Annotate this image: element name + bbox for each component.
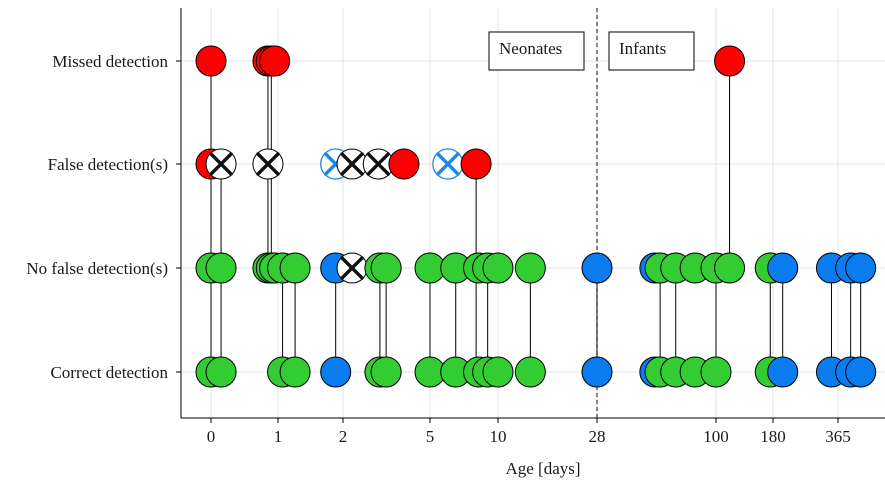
x-tick-label: 1 (274, 427, 283, 446)
point-circle (320, 356, 352, 388)
label-layer: Neonates Infants (488, 31, 695, 71)
data-point (362, 148, 394, 180)
data-point (460, 148, 492, 180)
x-tick-label: 10 (490, 427, 507, 446)
data-point (767, 356, 799, 388)
data-point (388, 148, 420, 180)
point-circle (195, 45, 227, 77)
data-point (514, 356, 546, 388)
data-point (252, 148, 284, 180)
point-circle (767, 252, 799, 284)
data-point (845, 356, 877, 388)
data-point (432, 148, 464, 180)
data-point (700, 356, 732, 388)
x-tick-label: 180 (760, 427, 786, 446)
x-tick-label: 100 (703, 427, 729, 446)
data-point (336, 252, 368, 284)
data-point (205, 356, 237, 388)
point-circle (370, 356, 402, 388)
point-circle (714, 45, 746, 77)
point-circle (370, 252, 402, 284)
data-point (259, 45, 291, 77)
point-circle (460, 148, 492, 180)
connection-layer (210, 61, 862, 372)
point-circle (845, 252, 877, 284)
point-circle (714, 252, 746, 284)
point-circle (205, 252, 237, 284)
data-point (370, 252, 402, 284)
annotation-box (608, 31, 695, 71)
data-point (279, 252, 311, 284)
point-circle (388, 148, 420, 180)
data-point (279, 356, 311, 388)
point-circle (482, 252, 514, 284)
cross-stroke (436, 152, 460, 176)
data-point (336, 148, 368, 180)
y-tick-label: No false detection(s) (26, 259, 168, 278)
x-tick-label: 5 (426, 427, 435, 446)
data-point (767, 252, 799, 284)
point-circle (581, 252, 613, 284)
x-tick-label: 0 (207, 427, 216, 446)
data-point (205, 252, 237, 284)
point-circle (279, 252, 311, 284)
y-tick-label: False detection(s) (48, 155, 168, 174)
annotation-label: Neonates (499, 39, 562, 58)
point-circle (279, 356, 311, 388)
point-circle (482, 356, 514, 388)
axis-layer: Missed detection False detection(s) No fal… (26, 8, 885, 446)
data-point (482, 356, 514, 388)
y-tick-label: Correct detection (50, 363, 168, 382)
point-circle (581, 356, 613, 388)
annotation-label: Infants (619, 39, 666, 58)
cross-stroke (366, 152, 390, 176)
x-tick-label: 2 (339, 427, 348, 446)
x-axis-title: Age [days] (505, 459, 580, 478)
point-circle (514, 356, 546, 388)
cross-stroke (340, 152, 364, 176)
point-layer (195, 45, 877, 388)
y-tick-label: Missed detection (52, 52, 168, 71)
data-point (482, 252, 514, 284)
x-tick-label: 28 (589, 427, 606, 446)
point-circle (205, 356, 237, 388)
data-point (514, 252, 546, 284)
point-circle (514, 252, 546, 284)
point-circle (767, 356, 799, 388)
x-tick-label: 365 (825, 427, 851, 446)
cross-stroke (256, 152, 280, 176)
data-point (320, 356, 352, 388)
data-point (845, 252, 877, 284)
data-point (205, 148, 237, 180)
data-point (370, 356, 402, 388)
cross-stroke (209, 152, 233, 176)
data-point (581, 356, 613, 388)
annotation-box (488, 31, 585, 71)
data-point (195, 45, 227, 77)
cross-stroke (340, 256, 364, 280)
data-point (714, 252, 746, 284)
point-circle (700, 356, 732, 388)
data-point (714, 45, 746, 77)
data-point (581, 252, 613, 284)
point-circle (845, 356, 877, 388)
point-circle (259, 45, 291, 77)
